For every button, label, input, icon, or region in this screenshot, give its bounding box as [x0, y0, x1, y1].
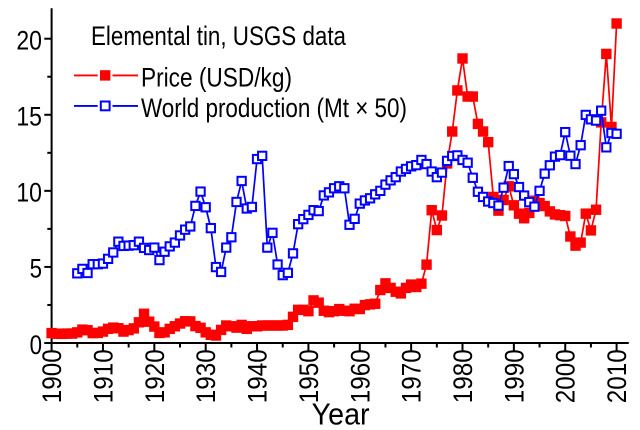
svg-text:1920: 1920 — [140, 349, 170, 403]
svg-text:1970: 1970 — [397, 349, 427, 403]
svg-text:1950: 1950 — [294, 349, 324, 403]
svg-text:1960: 1960 — [345, 349, 375, 403]
svg-text:5: 5 — [30, 254, 42, 284]
svg-text:15: 15 — [16, 102, 42, 132]
svg-text:10: 10 — [16, 178, 42, 208]
svg-text:1940: 1940 — [243, 349, 273, 403]
svg-text:Price (USD/kg): Price (USD/kg) — [141, 63, 292, 93]
svg-text:1990: 1990 — [499, 349, 529, 403]
svg-text:Elemental tin, USGS data: Elemental tin, USGS data — [91, 21, 347, 51]
svg-text:Year: Year — [312, 397, 370, 430]
svg-text:2010: 2010 — [602, 349, 632, 403]
svg-text:1910: 1910 — [88, 349, 118, 403]
svg-text:0: 0 — [30, 330, 42, 360]
svg-text:1980: 1980 — [448, 349, 478, 403]
svg-text:World production (Mt × 50): World production (Mt × 50) — [141, 93, 407, 123]
svg-text:20: 20 — [16, 26, 42, 56]
svg-text:1900: 1900 — [37, 349, 67, 403]
svg-text:1930: 1930 — [191, 349, 221, 403]
svg-text:2000: 2000 — [551, 349, 581, 403]
